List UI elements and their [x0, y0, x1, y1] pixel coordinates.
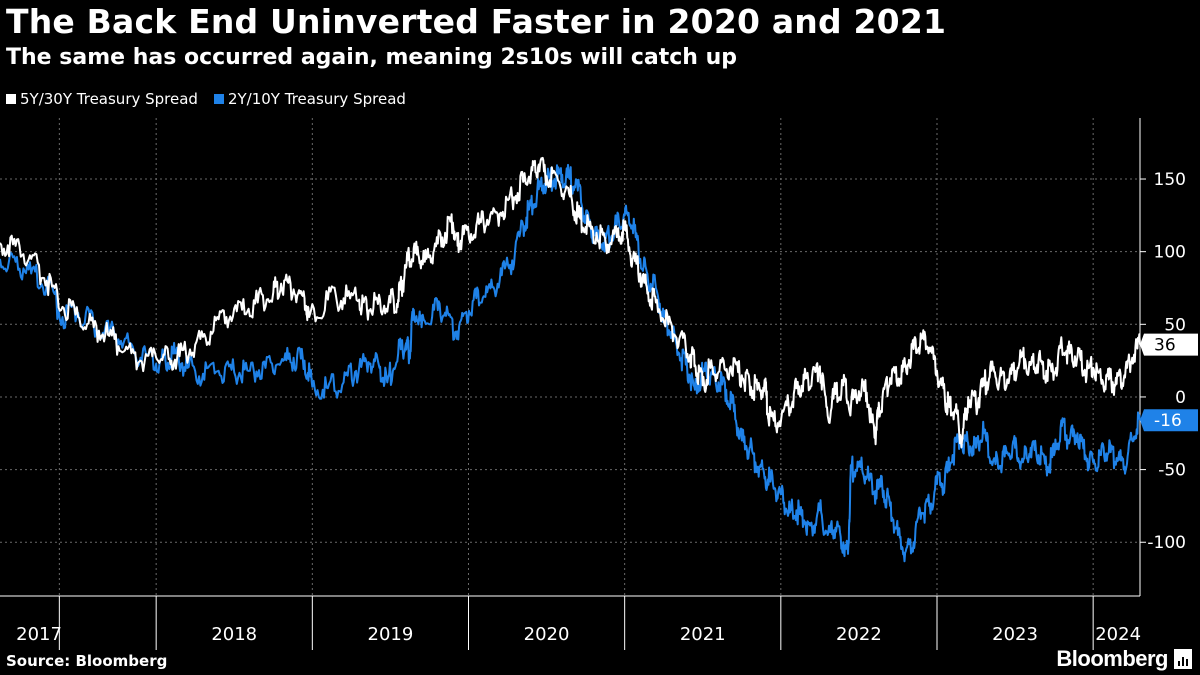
y-tick-label: -100 [1147, 533, 1186, 553]
legend-swatch-2s10s [213, 94, 224, 104]
legend-item-2s10s: 2Y/10Y Treasury Spread [213, 90, 406, 108]
series-line-5s30s [0, 156, 1141, 449]
bar-chart-icon [1174, 649, 1192, 669]
brand-wordmark: Bloomberg [1056, 646, 1168, 671]
x-tick-label: 2022 [836, 624, 882, 645]
y-tick-label: -50 [1158, 461, 1186, 481]
x-tick-label: 2018 [211, 624, 257, 645]
legend: 5Y/30Y Treasury Spread 2Y/10Y Treasury S… [6, 90, 422, 108]
x-tick-label: 2023 [992, 624, 1038, 645]
last-value-label-5s30s-box [1140, 333, 1198, 356]
y-tick-label: 50 [1164, 315, 1186, 335]
x-tick-label: 2024 [1095, 624, 1141, 645]
brand-logo: Bloomberg [1056, 646, 1192, 672]
x-tick-label: 2020 [524, 624, 570, 645]
last-value-label-2s10s-box [1140, 409, 1198, 432]
x-tick-label: 2017 [16, 624, 62, 645]
chart-subtitle: The same has occurred again, meaning 2s1… [6, 45, 738, 70]
last-value-label-2s10s: -16 [1154, 411, 1182, 431]
y-tick-label: 100 [1154, 243, 1186, 263]
last-value-label-5s30s: 36 [1154, 336, 1176, 356]
x-tick-label: 2021 [680, 624, 726, 645]
legend-item-5s30s: 5Y/30Y Treasury Spread [6, 90, 198, 108]
y-tick-label: 0 [1175, 388, 1186, 408]
legend-label-5s30s: 5Y/30Y Treasury Spread [20, 90, 198, 108]
legend-label-2s10s: 2Y/10Y Treasury Spread [227, 90, 406, 108]
source-note: Source: Bloomberg [6, 652, 168, 670]
legend-swatch-5s30s [6, 94, 16, 104]
y-tick-label: 150 [1154, 170, 1186, 190]
x-tick-label: 2019 [368, 624, 414, 645]
chart-title: The Back End Uninverted Faster in 2020 a… [6, 2, 947, 41]
